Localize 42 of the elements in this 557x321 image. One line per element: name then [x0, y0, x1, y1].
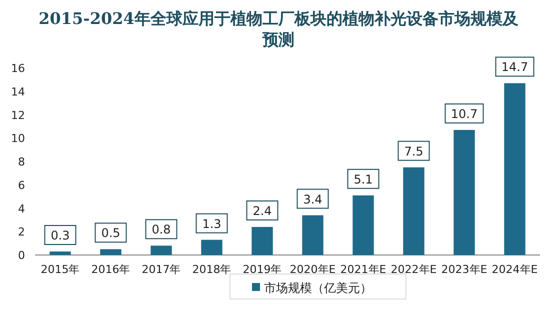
- y-tick-label: 4: [18, 202, 25, 216]
- y-tick-label: 2: [18, 226, 25, 239]
- bar: [504, 83, 526, 255]
- x-tick-label: 2019年: [242, 263, 282, 276]
- bar: [201, 240, 222, 255]
- data-label: 5.1: [354, 172, 373, 186]
- bar: [100, 249, 122, 255]
- data-label: 3.4: [303, 192, 322, 206]
- x-tick-label: 2017年: [142, 263, 181, 276]
- data-label: 0.5: [101, 226, 120, 240]
- bar: [454, 130, 475, 255]
- bar: [403, 167, 424, 255]
- data-label: 0.8: [152, 222, 171, 237]
- x-tick-label: 2023年E: [441, 263, 488, 276]
- legend-label: 市场规模（亿美元）: [264, 281, 372, 295]
- x-tick-label: 2016年: [91, 263, 130, 276]
- x-tick-label: 2015年: [40, 263, 80, 276]
- x-tick-label: 2021年E: [340, 263, 386, 276]
- x-tick-label: 2022年E: [390, 263, 437, 276]
- y-tick-label: 0: [18, 249, 25, 262]
- y-tick-label: 8: [18, 156, 25, 168]
- bar: [150, 246, 172, 255]
- bar: [252, 226, 273, 255]
- data-label: 7.5: [404, 144, 424, 158]
- data-label: 0.3: [50, 228, 70, 242]
- y-tick-label: 6: [18, 178, 25, 192]
- title: 2015-2024年全球应用于植物工厂板块的植物补光设备市场规模及预测: [38, 9, 518, 49]
- data-label: 10.7: [450, 106, 478, 121]
- data-label: 1.3: [202, 216, 222, 231]
- y-tick-label: 12: [11, 108, 25, 122]
- x-tick-label: 2020年E: [290, 263, 336, 276]
- x-tick-label: 2018年: [192, 263, 232, 276]
- legend: 市场规模（亿美元）: [230, 274, 406, 300]
- y-tick-label: 16: [11, 62, 25, 75]
- x-tick-label: 2024年E: [492, 263, 538, 276]
- data-label: 14.7: [501, 60, 528, 74]
- y-tick-label: 10: [11, 132, 25, 146]
- bar: [352, 195, 374, 255]
- data-label: 2.4: [252, 204, 272, 218]
- y-tick-label: 14: [11, 85, 25, 98]
- bar: [50, 251, 71, 255]
- bar: [302, 215, 324, 255]
